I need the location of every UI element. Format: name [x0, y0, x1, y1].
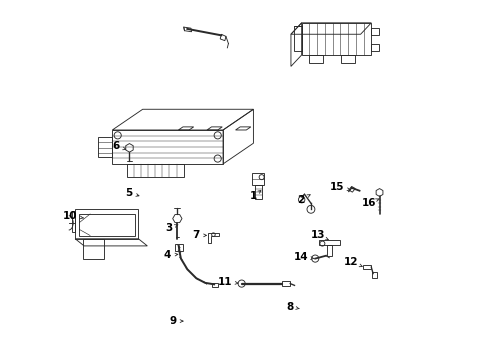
- Text: 14: 14: [294, 252, 314, 262]
- Text: 3: 3: [165, 223, 178, 233]
- Text: 13: 13: [310, 230, 327, 240]
- Text: 4: 4: [163, 250, 178, 260]
- Text: 7: 7: [192, 230, 206, 240]
- Text: 6: 6: [112, 141, 125, 151]
- Text: 5: 5: [124, 188, 139, 198]
- Text: 15: 15: [329, 182, 349, 192]
- Text: 9: 9: [169, 316, 183, 326]
- Text: 8: 8: [286, 302, 299, 312]
- Text: 2: 2: [297, 195, 309, 204]
- Text: 12: 12: [344, 257, 362, 267]
- Text: 10: 10: [63, 211, 83, 221]
- Text: 1: 1: [249, 190, 261, 201]
- Text: 16: 16: [362, 198, 379, 208]
- Text: 11: 11: [217, 277, 238, 287]
